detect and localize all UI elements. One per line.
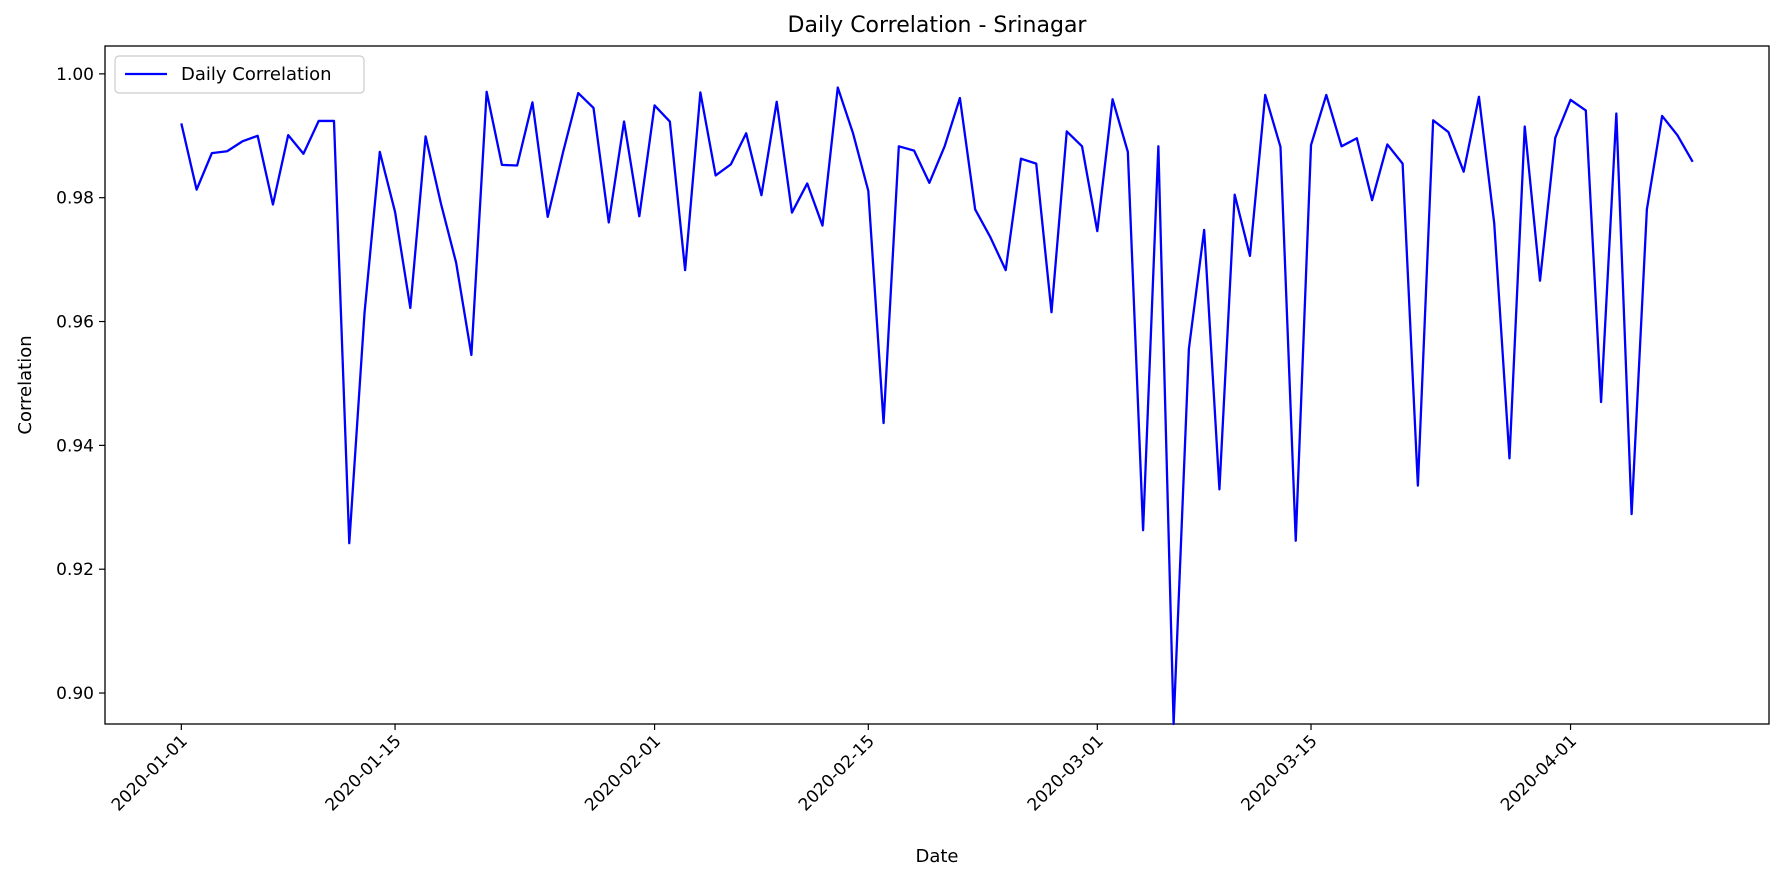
chart-title: Daily Correlation - Srinagar: [788, 13, 1088, 38]
y-axis-label: Correlation: [15, 335, 36, 434]
x-tick-label: 2020-04-01: [1497, 731, 1581, 815]
y-tick-label: 0.96: [56, 313, 94, 333]
legend-label-daily-correlation: Daily Correlation: [181, 64, 332, 85]
y-tick-label: 0.90: [56, 684, 94, 704]
x-tick-label: 2020-03-15: [1238, 731, 1322, 815]
y-tick-label: 0.94: [56, 436, 94, 456]
x-tick-label: 2020-01-01: [108, 731, 192, 815]
x-axis-label: Date: [915, 846, 958, 867]
y-tick-label: 0.92: [56, 560, 94, 580]
x-tick-label: 2020-03-01: [1024, 731, 1108, 815]
series-line-daily-correlation: [180, 86, 1694, 726]
x-axis: 2020-01-01 2020-01-15 2020-02-01 2020-02-15…: [108, 724, 1581, 815]
legend: Daily Correlation: [114, 55, 365, 94]
x-tick-label: 2020-02-01: [581, 731, 665, 815]
legend-frame: [114, 55, 365, 94]
x-tick-label: 2020-01-15: [322, 731, 406, 815]
plot-area: [104, 45, 1770, 725]
y-tick-label: 0.98: [56, 189, 94, 209]
y-axis: 0.90 0.92 0.94 0.96 0.98 1.00: [56, 65, 105, 704]
y-tick-label: 1.00: [56, 65, 94, 85]
plot-frame: [104, 45, 1770, 725]
x-tick-label: 2020-02-15: [795, 731, 879, 815]
